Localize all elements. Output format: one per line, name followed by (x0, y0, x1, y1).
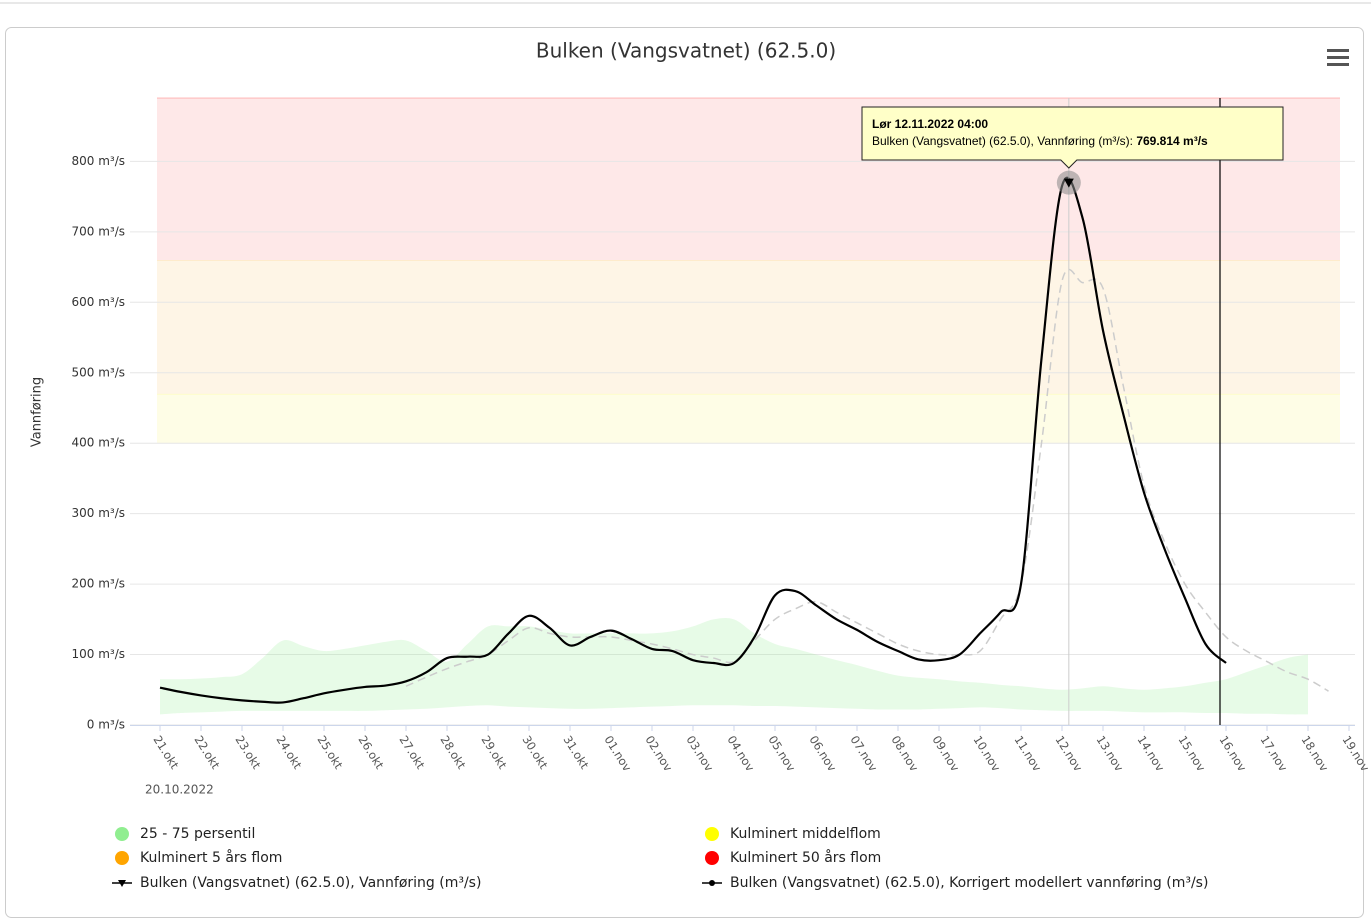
legend-symbol (115, 851, 129, 865)
percentile-area (160, 617, 1308, 715)
y-tick-label: 100 m³/s (71, 647, 125, 661)
legend-label: Kulminert 5 års flom (140, 849, 282, 866)
y-axis-title: Vannføring (30, 377, 45, 447)
legend-label: Kulminert middelflom (730, 826, 881, 842)
x-start-label: 20.10.2022 (145, 783, 214, 797)
legend-item[interactable]: Kulminert 5 års flom (115, 849, 282, 866)
chart-title: Bulken (Vangsvatnet) (62.5.0) (536, 39, 836, 63)
legend-label: Bulken (Vangsvatnet) (62.5.0), Vannførin… (140, 875, 481, 891)
hover-marker (1063, 178, 1074, 188)
legend-label: Kulminert 50 års flom (730, 849, 881, 866)
plot-band (157, 393, 1340, 444)
y-tick-label: 600 m³/s (71, 295, 125, 309)
tooltip-title: Lør 12.11.2022 04:00 (872, 117, 988, 131)
legend-label: 25 - 75 persentil (140, 826, 255, 842)
y-tick-label: 500 m³/s (71, 365, 125, 379)
legend-item[interactable]: Bulken (Vangsvatnet) (62.5.0), Vannførin… (112, 875, 481, 891)
y-tick-label: 0 m³/s (87, 718, 125, 732)
legend-item[interactable]: Kulminert 50 års flom (705, 849, 881, 866)
menu-button[interactable] (1327, 49, 1349, 66)
legend-symbol (705, 851, 719, 865)
legend-symbol (115, 827, 129, 841)
legend-item[interactable]: Kulminert middelflom (705, 826, 881, 842)
series-line (159, 176, 1227, 704)
y-tick-label: 800 m³/s (71, 154, 125, 168)
legend-item[interactable]: 25 - 75 persentil (115, 826, 255, 842)
plot-band (157, 260, 1340, 394)
legend-label: Bulken (Vangsvatnet) (62.5.0), Korrigert… (730, 875, 1208, 891)
menu-bar (1327, 49, 1349, 52)
tooltip-box (861, 106, 1284, 169)
y-tick-label: 400 m³/s (71, 436, 125, 450)
tooltip: Lør 12.11.2022 04:00 Bulken (Vangsvatnet)… (861, 106, 1284, 169)
legend-marker (709, 880, 715, 886)
tooltip-value: 769.814 m³/s (1136, 134, 1208, 148)
menu-bar (1327, 63, 1349, 66)
legend-item[interactable]: Bulken (Vangsvatnet) (62.5.0), Korrigert… (702, 875, 1208, 891)
legend-marker (118, 880, 126, 887)
y-tick-label: 300 m³/s (71, 506, 125, 520)
menu-bar (1327, 56, 1349, 59)
tooltip-series: Bulken (Vangsvatnet) (62.5.0), Vannførin… (872, 134, 1136, 148)
y-tick-label: 700 m³/s (71, 224, 125, 238)
y-tick-label: 200 m³/s (71, 577, 125, 591)
series-line (405, 268, 1329, 692)
legend-symbol (705, 827, 719, 841)
tooltip-text: Bulken (Vangsvatnet) (62.5.0), Vannførin… (872, 134, 1208, 148)
